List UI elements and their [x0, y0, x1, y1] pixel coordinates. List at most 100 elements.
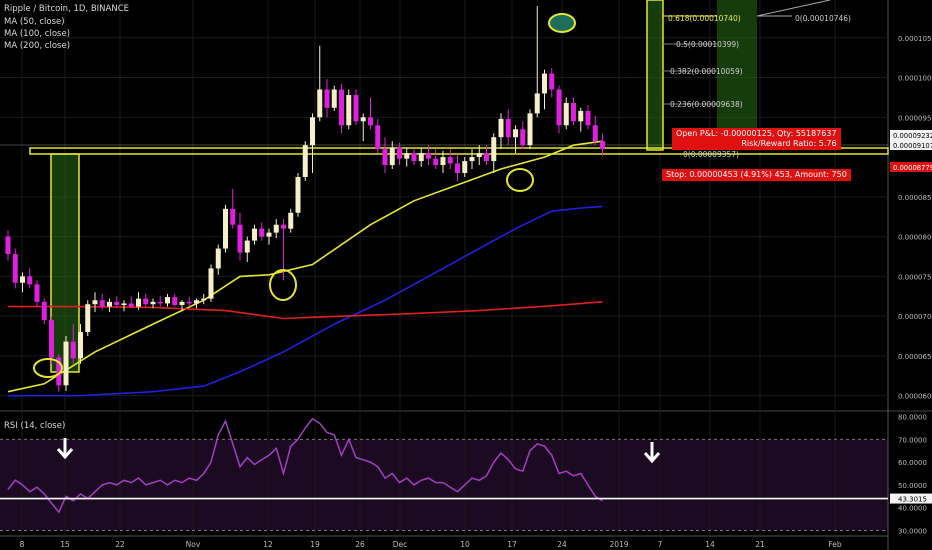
candle-37	[273, 219, 279, 239]
candle-77	[563, 97, 569, 130]
candle-4	[34, 280, 40, 307]
candle-body-24	[179, 301, 185, 306]
price-tag-2: 0.00008779	[893, 164, 932, 172]
candle-65	[476, 145, 482, 166]
price-tick-5: 0.00007500	[898, 273, 932, 281]
candle-body-44	[324, 89, 330, 108]
stop-box[interactable]: Stop: 0.00000453 (4.91%) 453, Amount: 75…	[662, 169, 851, 181]
candle-body-5	[41, 301, 47, 321]
candle-32	[237, 212, 243, 261]
candle-body-60	[440, 157, 446, 166]
candle-50	[368, 97, 373, 130]
candle-72	[527, 109, 533, 150]
candle-body-43	[317, 89, 323, 118]
fib-label-0618: 0.618(0.00010740)	[668, 14, 741, 23]
open-pnl-box[interactable]: Open P&L: -0.00000125, Qty: 55187637 Ris…	[672, 128, 841, 150]
candle-body-45	[331, 89, 337, 108]
candle-66	[484, 145, 489, 166]
fib-label-0-top: 0(0.00010746)	[795, 14, 851, 23]
candle-body-29	[215, 248, 221, 269]
ma50-legend[interactable]: MA (50, close)	[4, 17, 65, 27]
ma100-legend[interactable]: MA (100, close)	[4, 29, 71, 39]
support-zone	[29, 147, 889, 155]
rsi-tick-5: 30.0000	[898, 527, 927, 535]
candle-13	[99, 293, 105, 310]
candle-53	[389, 141, 395, 170]
candle-body-49	[360, 117, 366, 122]
candle-body-6	[49, 320, 54, 358]
highlight-ellipse-2	[506, 168, 534, 192]
ma100-line	[8, 205, 603, 397]
down-arrow-head-0	[56, 448, 74, 460]
candle-body-66	[484, 153, 489, 162]
candle-74	[542, 69, 547, 110]
candle-body-21	[157, 301, 163, 304]
candle-68	[498, 113, 504, 150]
time-tick-11: 2019	[609, 540, 628, 549]
candle-29	[215, 244, 221, 275]
candle-21	[157, 296, 163, 307]
candle-6	[49, 316, 54, 364]
candle-body-36	[266, 232, 272, 237]
candle-78	[571, 97, 576, 126]
candle-62	[455, 153, 460, 181]
candle-2	[20, 272, 25, 293]
candle-body-68	[498, 118, 504, 138]
rsi-current-tag: 43.3015	[898, 496, 927, 504]
rsi-band-fill	[0, 439, 888, 531]
candle-body-54	[397, 147, 402, 159]
candle-8	[63, 336, 69, 391]
candle-body-71	[520, 129, 526, 146]
candle-body-34	[252, 228, 257, 241]
fib-highlight-box	[646, 0, 664, 151]
candle-body-82	[600, 141, 605, 150]
candle-body-15	[114, 301, 120, 306]
candle-35	[259, 222, 265, 241]
time-tick-13: 14	[705, 540, 715, 549]
candle-body-35	[259, 228, 265, 237]
time-tick-1: 15	[60, 540, 70, 549]
candle-body-41	[302, 145, 308, 177]
candle-58	[426, 145, 431, 166]
time-tick-0: 8	[20, 540, 25, 549]
ma200-legend[interactable]: MA (200, close)	[4, 41, 71, 51]
candle-body-42	[310, 117, 315, 146]
candle-body-72	[527, 113, 533, 146]
time-tick-3: Nov	[186, 540, 201, 549]
candle-16	[121, 300, 127, 312]
rsi-tick-1: 70.0000	[898, 436, 927, 444]
candle-body-37	[273, 224, 279, 233]
candle-body-2	[20, 276, 25, 283]
candle-0	[5, 230, 11, 261]
time-tick-2: 22	[115, 540, 125, 549]
time-tick-12: 7	[658, 540, 663, 549]
candle-52	[382, 137, 388, 173]
candle-body-53	[389, 147, 395, 166]
candle-body-9	[70, 341, 76, 359]
rsi-legend[interactable]: RSI (14, close)	[4, 421, 66, 431]
candle-56	[411, 149, 417, 166]
candle-79	[578, 107, 584, 132]
candle-body-3	[27, 276, 33, 285]
candle-17	[128, 296, 134, 309]
candle-body-30	[223, 208, 228, 249]
candle-body-40	[295, 176, 301, 213]
candle-14	[107, 298, 112, 313]
candle-body-7	[56, 357, 62, 386]
candle-3	[27, 268, 33, 289]
candle-51	[375, 118, 381, 154]
candle-55	[404, 147, 410, 167]
candle-body-58	[426, 153, 431, 159]
rsi-current-tag-bg	[890, 493, 932, 504]
rsi-tick-0: 80.0000	[898, 414, 927, 422]
candle-59	[433, 149, 439, 170]
candle-19	[143, 293, 149, 307]
highlight-ellipse-1	[269, 269, 297, 301]
candle-5	[41, 298, 47, 325]
time-tick-15: Feb	[828, 540, 842, 549]
candle-body-33	[244, 240, 250, 253]
candle-body-38	[281, 224, 286, 229]
time-tick-6: 26	[355, 540, 365, 549]
candle-18	[136, 292, 141, 310]
